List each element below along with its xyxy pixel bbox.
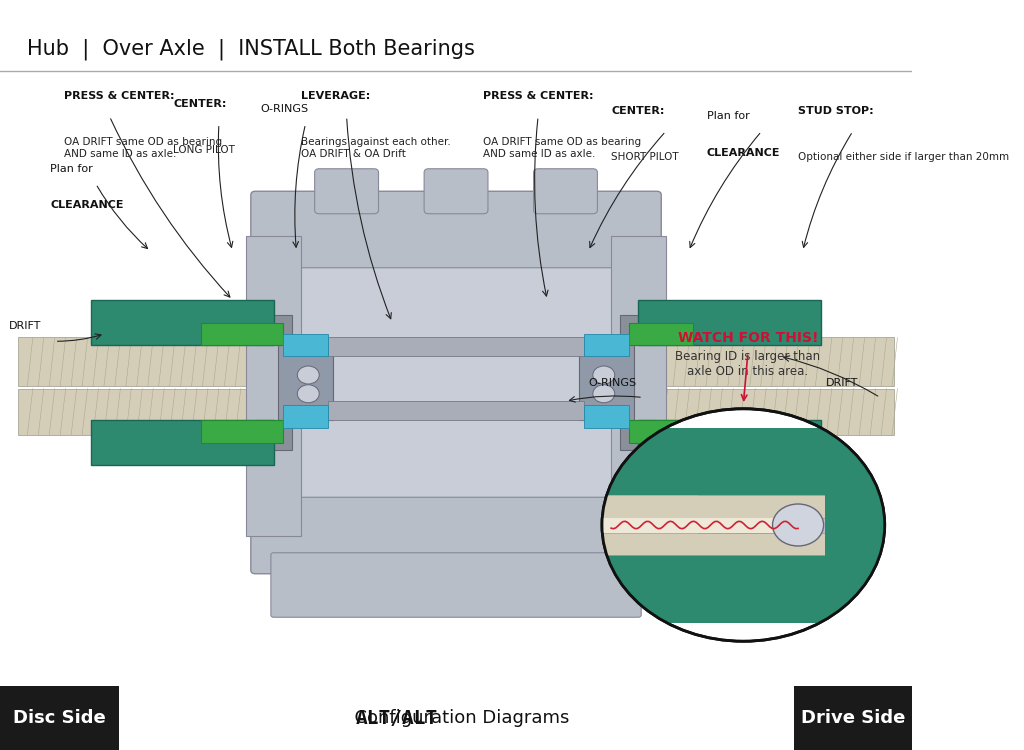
Circle shape [772,504,823,546]
FancyBboxPatch shape [279,345,333,420]
Text: SHORT PILOT: SHORT PILOT [611,152,679,162]
Text: CENTER:: CENTER: [611,106,665,116]
Text: DRIFT: DRIFT [825,377,858,388]
Polygon shape [825,427,885,622]
FancyBboxPatch shape [314,169,379,214]
Text: ALT/ALT: ALT/ALT [355,709,438,728]
FancyBboxPatch shape [0,686,119,750]
Circle shape [593,366,614,384]
Text: O-RINGS: O-RINGS [589,377,636,388]
Polygon shape [255,420,292,450]
Text: Hub  |  Over Axle  |  INSTALL Both Bearings: Hub | Over Axle | INSTALL Both Bearings [28,38,475,59]
Circle shape [593,385,614,403]
Text: OA DRIFT same OD as bearing
AND same ID as axle.: OA DRIFT same OD as bearing AND same ID … [483,137,641,159]
FancyBboxPatch shape [580,345,634,420]
Circle shape [297,366,319,384]
Polygon shape [201,420,283,442]
FancyBboxPatch shape [329,338,584,356]
Polygon shape [602,532,885,555]
Polygon shape [602,555,885,622]
Text: CLEARANCE: CLEARANCE [707,148,780,158]
Text: LEVERAGE:: LEVERAGE: [301,92,371,101]
Polygon shape [602,495,885,517]
FancyBboxPatch shape [329,401,584,420]
Circle shape [297,385,319,403]
FancyBboxPatch shape [251,191,662,574]
FancyBboxPatch shape [18,338,894,386]
Text: CENTER:: CENTER: [173,99,226,109]
Text: Optional either side if larger than 20mm: Optional either side if larger than 20mm [798,152,1010,162]
Polygon shape [91,300,273,345]
Text: CLEARANCE: CLEARANCE [50,200,124,210]
Text: Configuration Diagrams: Configuration Diagrams [343,710,569,728]
FancyBboxPatch shape [611,236,666,536]
Text: PRESS & CENTER:: PRESS & CENTER: [63,92,174,101]
Text: OA DRIFT same OD as bearing
AND same ID as axle.: OA DRIFT same OD as bearing AND same ID … [63,137,222,159]
Text: O-RINGS: O-RINGS [260,104,308,114]
Polygon shape [584,405,630,427]
Polygon shape [602,427,885,495]
Polygon shape [584,334,630,356]
Polygon shape [630,322,693,345]
FancyBboxPatch shape [534,169,597,214]
Text: LONG PILOT: LONG PILOT [173,145,236,154]
FancyBboxPatch shape [424,169,488,214]
Text: Plan for: Plan for [50,164,93,174]
Text: PRESS & CENTER:: PRESS & CENTER: [483,92,594,101]
Text: Drive Side: Drive Side [801,710,905,728]
FancyBboxPatch shape [794,686,912,750]
Polygon shape [602,518,798,532]
Polygon shape [91,420,273,465]
FancyBboxPatch shape [18,388,894,435]
Polygon shape [201,322,283,345]
Polygon shape [283,405,329,427]
Polygon shape [283,334,329,356]
Polygon shape [638,420,821,465]
Text: Disc Side: Disc Side [13,710,105,728]
Text: DRIFT: DRIFT [9,321,42,332]
Text: WATCH FOR THIS!: WATCH FOR THIS! [678,331,818,345]
Text: Plan for: Plan for [707,111,750,122]
Polygon shape [638,300,821,345]
Polygon shape [697,427,885,622]
Text: Bearings against each other.
OA DRIFT & OA Drift: Bearings against each other. OA DRIFT & … [301,137,451,159]
FancyBboxPatch shape [246,236,301,536]
Polygon shape [621,315,656,345]
FancyBboxPatch shape [271,268,641,497]
Text: Bearing ID is larger than
axle OD in this area.: Bearing ID is larger than axle OD in thi… [676,350,820,378]
Polygon shape [630,420,693,442]
Polygon shape [621,420,656,450]
Text: STUD STOP:: STUD STOP: [798,106,873,116]
Polygon shape [255,315,292,345]
Circle shape [602,409,885,641]
FancyBboxPatch shape [271,553,641,617]
